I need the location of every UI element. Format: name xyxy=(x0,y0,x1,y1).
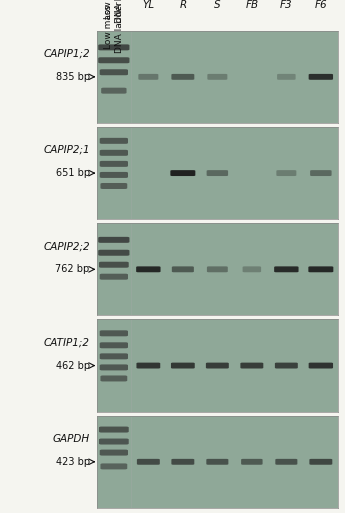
Text: YL: YL xyxy=(142,1,155,10)
FancyBboxPatch shape xyxy=(171,74,194,80)
Text: 651 bp: 651 bp xyxy=(56,168,90,178)
FancyBboxPatch shape xyxy=(309,363,333,368)
FancyBboxPatch shape xyxy=(207,266,228,272)
FancyBboxPatch shape xyxy=(206,459,228,465)
FancyBboxPatch shape xyxy=(100,376,127,382)
FancyBboxPatch shape xyxy=(137,459,160,465)
Text: 762 bp: 762 bp xyxy=(56,264,90,274)
FancyBboxPatch shape xyxy=(98,237,129,243)
FancyBboxPatch shape xyxy=(100,161,128,167)
FancyBboxPatch shape xyxy=(100,449,128,456)
FancyBboxPatch shape xyxy=(310,170,332,176)
Text: FB: FB xyxy=(245,1,258,10)
FancyBboxPatch shape xyxy=(138,74,158,80)
FancyBboxPatch shape xyxy=(170,170,195,176)
Text: 423 bp: 423 bp xyxy=(56,457,90,467)
FancyBboxPatch shape xyxy=(98,57,129,63)
FancyBboxPatch shape xyxy=(240,363,263,368)
FancyBboxPatch shape xyxy=(100,274,128,280)
FancyBboxPatch shape xyxy=(207,74,227,80)
Text: CATIP1;2: CATIP1;2 xyxy=(44,338,90,347)
FancyBboxPatch shape xyxy=(100,330,128,337)
FancyBboxPatch shape xyxy=(99,262,129,268)
Text: CAPIP1;2: CAPIP1;2 xyxy=(43,49,90,59)
Text: Low mass
DNA ladder: Low mass DNA ladder xyxy=(104,2,124,53)
FancyBboxPatch shape xyxy=(171,459,194,465)
Text: F3: F3 xyxy=(280,1,293,10)
FancyBboxPatch shape xyxy=(207,170,228,176)
Text: R: R xyxy=(179,1,187,10)
FancyBboxPatch shape xyxy=(309,74,333,80)
FancyBboxPatch shape xyxy=(100,342,128,348)
FancyBboxPatch shape xyxy=(100,353,128,359)
FancyBboxPatch shape xyxy=(277,74,296,80)
Text: Low mass
DNA ladder: Low mass DNA ladder xyxy=(104,0,124,23)
FancyBboxPatch shape xyxy=(100,183,127,189)
Text: CAPIP2;2: CAPIP2;2 xyxy=(43,241,90,251)
FancyBboxPatch shape xyxy=(99,439,129,445)
FancyBboxPatch shape xyxy=(241,459,263,465)
FancyBboxPatch shape xyxy=(98,44,129,50)
FancyBboxPatch shape xyxy=(206,363,229,368)
FancyBboxPatch shape xyxy=(100,138,128,144)
FancyBboxPatch shape xyxy=(275,363,298,368)
FancyBboxPatch shape xyxy=(274,266,298,272)
FancyBboxPatch shape xyxy=(100,172,128,178)
Text: GAPDH: GAPDH xyxy=(52,434,90,444)
FancyBboxPatch shape xyxy=(100,364,128,370)
Text: F6: F6 xyxy=(315,1,327,10)
FancyBboxPatch shape xyxy=(308,266,333,272)
FancyBboxPatch shape xyxy=(100,463,127,469)
FancyBboxPatch shape xyxy=(275,459,297,465)
Text: 835 bp: 835 bp xyxy=(56,72,90,82)
FancyBboxPatch shape xyxy=(99,427,129,432)
FancyBboxPatch shape xyxy=(136,266,160,272)
FancyBboxPatch shape xyxy=(172,266,194,272)
FancyBboxPatch shape xyxy=(100,69,128,75)
FancyBboxPatch shape xyxy=(309,459,332,465)
FancyBboxPatch shape xyxy=(276,170,296,176)
FancyBboxPatch shape xyxy=(98,250,129,256)
FancyBboxPatch shape xyxy=(243,266,261,272)
Text: S: S xyxy=(214,1,221,10)
Text: CAPIP2;1: CAPIP2;1 xyxy=(43,145,90,155)
FancyBboxPatch shape xyxy=(171,363,195,368)
FancyBboxPatch shape xyxy=(136,363,160,368)
FancyBboxPatch shape xyxy=(100,150,128,156)
FancyBboxPatch shape xyxy=(101,88,127,94)
Text: 462 bp: 462 bp xyxy=(56,361,90,370)
